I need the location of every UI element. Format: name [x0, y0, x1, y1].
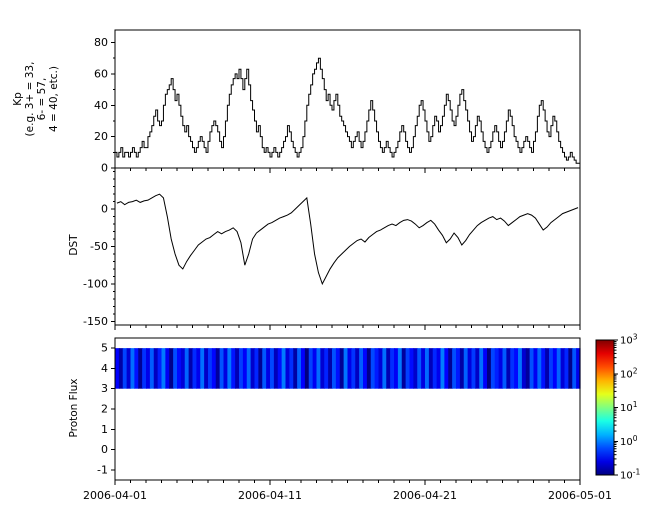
kp-axis-label: Kp (e.g. 3+ = 33, 6- = 57, 4 = 40, etc.)	[12, 24, 60, 174]
x-tick-label-2006-04-11: 2006-04-11	[238, 489, 302, 502]
dst-ytick-label: -150	[83, 315, 108, 328]
kp-axis-label-line: 4 = 40, etc.)	[48, 66, 60, 132]
kp-axis-label-line: (e.g. 3+ = 33,	[24, 61, 36, 137]
dst-ytick-label: -50	[90, 240, 108, 253]
kp-ytick-label: 80	[94, 36, 108, 49]
colorbar-gradient	[595, 339, 615, 476]
proton-panel-border	[114, 337, 581, 481]
proton-ytick-label: 3	[101, 382, 108, 395]
dst-panel: 0 -50 -100 -150	[83, 167, 581, 330]
proton-ytick-label: 1	[101, 423, 108, 436]
proton-ytick-label: 4	[101, 362, 108, 375]
dst-ytick-label: 0	[101, 203, 108, 216]
proton-flux-heatmap	[115, 348, 581, 389]
dst-ytick-label: -100	[83, 277, 108, 290]
dst-series	[116, 193, 579, 286]
kp-series	[115, 57, 580, 164]
proton-panel: 5 4 3 2 1 0 -1	[97, 337, 581, 485]
kp-axis-label-line: 6- = 57,	[36, 77, 48, 121]
kp-ytick-label: 0	[101, 162, 108, 175]
kp-ytick-label: 20	[94, 130, 108, 143]
proton-ytick-label: 0	[101, 443, 108, 456]
kp-ytick-label: 60	[94, 67, 108, 80]
dst-axis-label: DST	[68, 234, 80, 256]
x-tick-label-2006-04-21: 2006-04-21	[393, 489, 457, 502]
x-tick-label-2006-04-01: 2006-04-01	[83, 489, 147, 502]
proton-ytick-label: 2	[101, 403, 108, 416]
dst-panel-border	[114, 167, 581, 326]
kp-ytick-label: 40	[94, 99, 108, 112]
kp-axis-label-line: Kp	[12, 92, 24, 106]
proton-flux-axis-label: Proton Flux	[68, 378, 80, 438]
x-tick-label-2006-05-01: 2006-05-01	[548, 489, 612, 502]
proton-ytick-label: -1	[97, 463, 108, 476]
proton-ytick-label: 5	[101, 342, 108, 355]
